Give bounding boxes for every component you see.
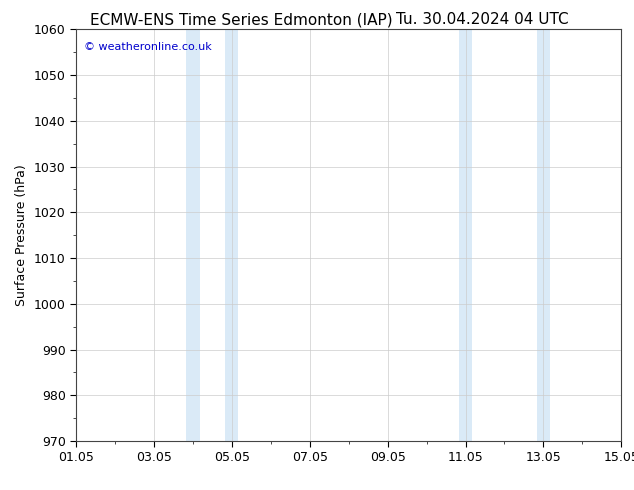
Text: ECMW-ENS Time Series Edmonton (IAP): ECMW-ENS Time Series Edmonton (IAP) — [89, 12, 392, 27]
Bar — [459, 29, 472, 441]
Text: © weatheronline.co.uk: © weatheronline.co.uk — [84, 42, 212, 52]
Bar — [225, 29, 238, 441]
Y-axis label: Surface Pressure (hPa): Surface Pressure (hPa) — [15, 164, 29, 306]
Bar — [537, 29, 550, 441]
Bar — [186, 29, 200, 441]
Text: Tu. 30.04.2024 04 UTC: Tu. 30.04.2024 04 UTC — [396, 12, 568, 27]
